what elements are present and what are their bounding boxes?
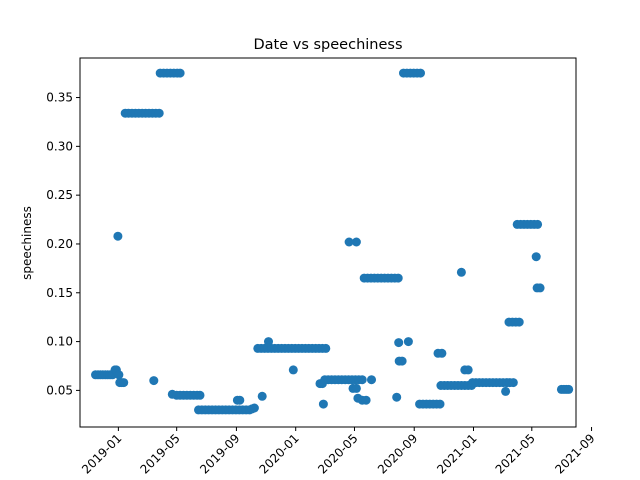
data-point bbox=[531, 252, 541, 262]
data-point bbox=[361, 395, 371, 405]
data-point bbox=[514, 317, 524, 327]
data-point bbox=[397, 356, 407, 366]
y-tick-label: 0.20 bbox=[46, 237, 73, 251]
y-tick-label: 0.30 bbox=[46, 139, 73, 153]
data-point bbox=[119, 378, 129, 388]
data-point bbox=[403, 337, 413, 347]
data-point bbox=[318, 399, 328, 409]
data-point bbox=[437, 348, 447, 358]
y-axis: 0.05 0.10 0.15 0.20 0.25 0.30 0.35 bbox=[46, 91, 80, 397]
y-tick-label: 0.35 bbox=[46, 91, 73, 105]
data-point bbox=[392, 392, 402, 402]
data-point bbox=[463, 365, 473, 375]
data-point bbox=[195, 390, 205, 400]
chart-title: Date vs speechiness bbox=[253, 37, 402, 53]
data-point bbox=[367, 375, 376, 385]
data-point bbox=[175, 68, 185, 78]
data-point bbox=[113, 231, 123, 241]
data-point bbox=[501, 386, 511, 396]
data-point bbox=[149, 376, 159, 386]
data-point bbox=[508, 378, 518, 388]
data-point bbox=[288, 365, 298, 375]
y-axis-label: speechiness bbox=[20, 206, 34, 280]
plot-frame bbox=[79, 57, 577, 428]
y-tick-label: 0.10 bbox=[46, 335, 73, 349]
data-point bbox=[264, 337, 273, 347]
data-point bbox=[114, 370, 124, 380]
data-point bbox=[344, 237, 354, 247]
points-layer bbox=[91, 68, 574, 415]
y-tick-label: 0.15 bbox=[46, 286, 73, 300]
data-point bbox=[416, 68, 425, 78]
data-point bbox=[249, 403, 259, 413]
data-point bbox=[535, 283, 545, 293]
data-point bbox=[393, 273, 403, 283]
data-point bbox=[394, 338, 404, 348]
data-point bbox=[321, 343, 331, 353]
data-point bbox=[351, 383, 361, 393]
y-tick-label: 0.05 bbox=[46, 383, 73, 397]
data-point bbox=[435, 399, 445, 409]
data-point bbox=[357, 375, 367, 385]
data-point bbox=[564, 384, 574, 394]
data-point bbox=[533, 219, 543, 229]
data-point bbox=[257, 391, 267, 401]
y-tick-label: 0.25 bbox=[46, 188, 73, 202]
data-point bbox=[154, 108, 164, 118]
data-point bbox=[235, 395, 245, 405]
data-point bbox=[351, 237, 361, 247]
data-point bbox=[456, 267, 466, 277]
